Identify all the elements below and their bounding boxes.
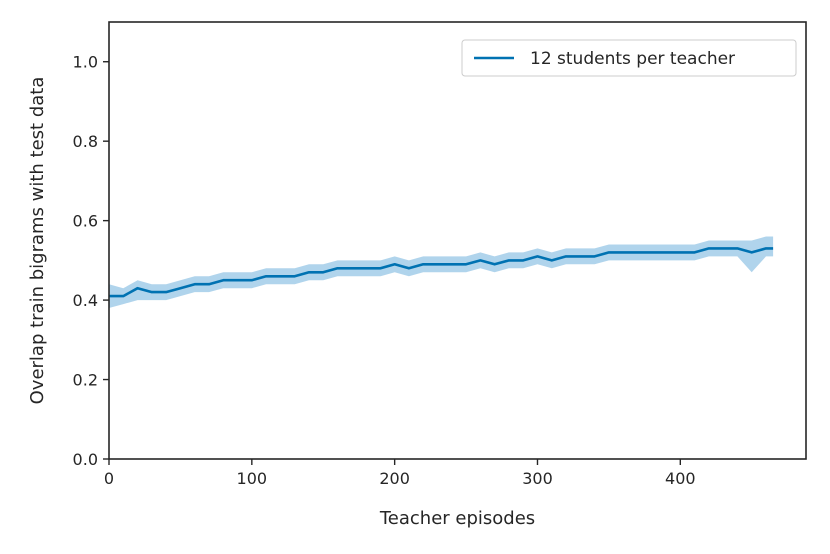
y-tick-label: 0.4 (73, 291, 98, 310)
x-axis: 0 100 200 300 400 (104, 459, 696, 488)
x-tick-label: 300 (522, 469, 553, 488)
legend-box (461, 39, 797, 77)
x-tick-label: 100 (237, 469, 268, 488)
x-tick-label: 400 (665, 469, 696, 488)
y-tick-label: 0.2 (73, 371, 98, 390)
x-axis-label: Teacher episodes (379, 508, 535, 529)
x-tick-label: 0 (104, 469, 114, 488)
legend-entry-label: 12 students per teacher (530, 49, 735, 69)
plot-area (108, 21, 807, 460)
y-tick-label: 1.0 (73, 53, 98, 72)
axes-frame (108, 21, 807, 460)
y-tick-label: 0.8 (73, 132, 98, 151)
x-tick-label: 200 (379, 469, 410, 488)
confidence-band (109, 236, 774, 308)
y-tick-label: 0.0 (73, 450, 98, 469)
y-axis-label: Overlap train bigrams with test data (27, 77, 48, 405)
series-line (109, 247, 774, 298)
legend: 12 students per teacher (461, 39, 797, 77)
y-tick-label: 0.6 (73, 212, 98, 231)
y-axis: 0.0 0.2 0.4 0.6 0.8 1.0 (73, 53, 109, 469)
